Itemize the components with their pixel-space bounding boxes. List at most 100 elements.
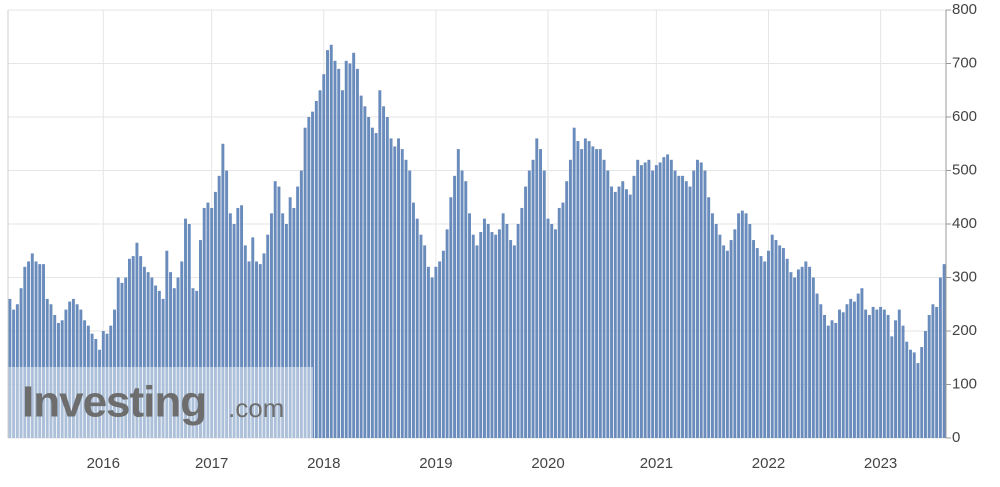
bar [456, 149, 460, 438]
y-tick-label: 600 [952, 108, 977, 125]
bar [639, 165, 643, 438]
bar [449, 197, 453, 438]
bar [169, 272, 173, 438]
bar [292, 207, 296, 438]
bar [703, 170, 707, 438]
bar [845, 304, 849, 438]
bar [935, 306, 939, 438]
bar [516, 224, 520, 438]
bar [441, 250, 445, 438]
bar [113, 309, 116, 438]
bar [737, 213, 741, 438]
bar [875, 309, 879, 438]
bar [666, 154, 670, 438]
bar [912, 352, 916, 438]
bar [841, 312, 845, 438]
bar [142, 266, 146, 438]
bar [79, 309, 83, 438]
y-tick-label: 400 [952, 215, 977, 232]
y-tick-label: 200 [952, 322, 977, 339]
bar [849, 298, 853, 438]
bar [830, 320, 834, 438]
bar [299, 170, 303, 438]
bar [789, 272, 793, 438]
bar [180, 261, 184, 438]
bar [527, 170, 531, 438]
bar [348, 63, 352, 438]
bar [191, 288, 195, 438]
bar [916, 363, 920, 438]
bar [632, 175, 636, 438]
bar [139, 256, 143, 438]
bar [359, 95, 363, 438]
watermark-brand: Investing [22, 378, 206, 427]
bar [109, 325, 113, 438]
bar [202, 207, 206, 438]
bar [236, 207, 240, 438]
bar [56, 322, 60, 438]
bar [247, 261, 251, 438]
bar [389, 138, 393, 438]
bar [288, 197, 292, 438]
bar [49, 304, 53, 438]
bar [71, 298, 75, 438]
bar [228, 213, 232, 438]
bar [198, 240, 202, 438]
bar [453, 175, 457, 438]
bar [460, 170, 464, 438]
x-tick-label: 2023 [864, 455, 897, 472]
bar [176, 277, 180, 438]
bar [150, 277, 154, 438]
bar [434, 266, 438, 438]
bar [23, 266, 27, 438]
bar [819, 304, 823, 438]
bar [838, 309, 841, 438]
bar [318, 90, 322, 438]
bar [120, 282, 124, 438]
bar [135, 242, 139, 438]
bar [307, 117, 311, 438]
bar [867, 314, 871, 438]
bar [486, 224, 490, 438]
bar [124, 277, 128, 438]
bar [340, 90, 344, 438]
bar [90, 333, 94, 438]
bar [243, 245, 247, 438]
bar [281, 213, 285, 438]
bar [595, 149, 599, 438]
bar [572, 127, 576, 438]
bar [942, 264, 946, 438]
y-tick-label: 700 [952, 54, 977, 71]
bar [539, 149, 542, 438]
bar [531, 159, 535, 439]
bar [625, 189, 628, 438]
bar [393, 146, 397, 439]
bar [864, 309, 868, 438]
bar [374, 133, 378, 439]
bar [146, 272, 150, 438]
y-tick-label: 100 [952, 375, 977, 392]
bar [651, 170, 655, 438]
bar [894, 320, 898, 438]
bar [602, 159, 606, 439]
bar [329, 44, 333, 439]
watermark-box [8, 367, 313, 438]
bar [834, 322, 838, 438]
bar [490, 232, 494, 438]
bar [927, 314, 931, 438]
bar [774, 240, 778, 438]
bar [273, 181, 277, 438]
bar [363, 106, 367, 439]
x-tick-label: 2021 [640, 455, 673, 472]
bar [423, 245, 427, 438]
bar [296, 186, 300, 438]
bar [658, 162, 662, 438]
bar [445, 229, 449, 438]
bar [752, 240, 756, 438]
bar [673, 170, 677, 438]
bar [266, 234, 270, 438]
bar [811, 277, 815, 438]
bar [8, 298, 12, 438]
bar [255, 261, 258, 438]
